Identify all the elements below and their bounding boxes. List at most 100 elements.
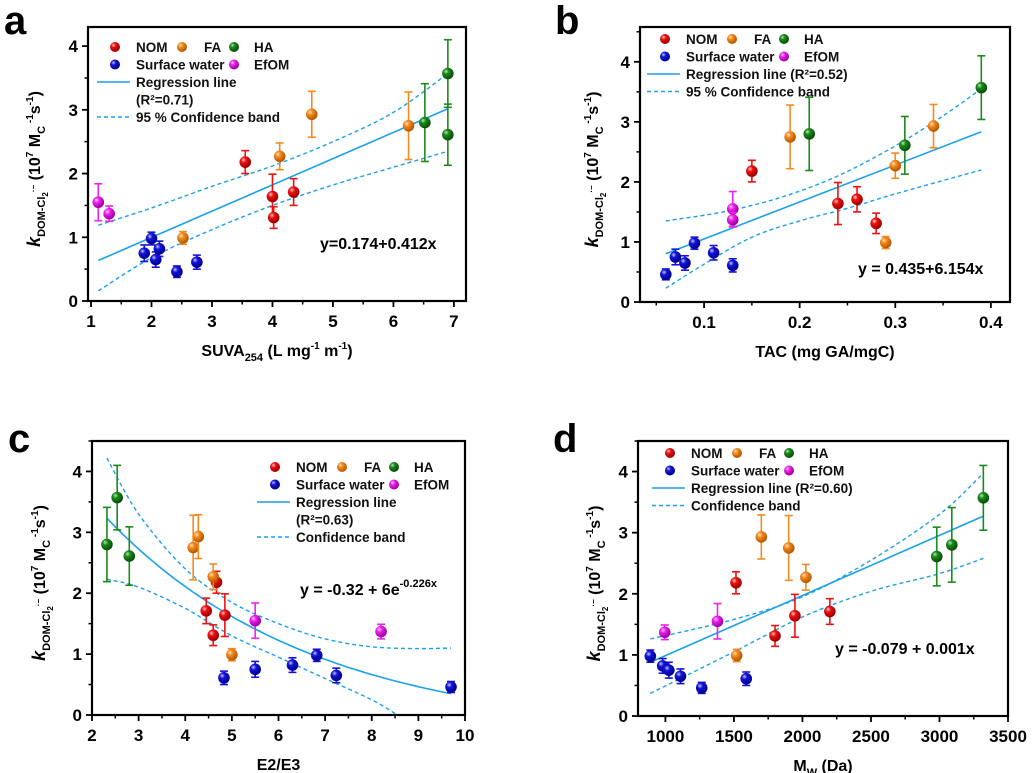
marker [191, 256, 203, 268]
x-axis-title: MW (Da) [793, 758, 852, 773]
x-axis-title: SUVA254 (L mg-1 m-1) [201, 341, 352, 364]
data-point [889, 152, 902, 180]
data-point [273, 142, 286, 171]
legend-label: FA [204, 40, 222, 55]
marker [740, 672, 753, 685]
marker [707, 246, 720, 259]
legend-marker-fa [337, 462, 347, 472]
legend-label: Surface water [691, 464, 780, 479]
marker [92, 196, 105, 209]
regression-line [650, 515, 984, 663]
confidence-band-upper [665, 88, 982, 222]
series-surface-water [660, 236, 739, 281]
legend-regression-label: Regression line [296, 495, 397, 510]
marker [679, 257, 691, 269]
legend-label: EfOM [804, 50, 839, 65]
marker [669, 251, 682, 263]
x-tick-label: 0.1 [692, 313, 716, 332]
marker [207, 570, 220, 583]
marker [145, 232, 158, 245]
marker [310, 649, 323, 662]
marker [695, 682, 708, 694]
y-tick-label: 3 [73, 523, 82, 542]
x-tick-label: 6 [389, 312, 398, 331]
marker [784, 131, 796, 143]
marker [103, 207, 115, 220]
x-tick-label: 5 [227, 726, 236, 745]
data-point [111, 464, 123, 531]
data-point [824, 597, 836, 626]
data-point [784, 104, 796, 170]
data-point [644, 649, 657, 664]
series-fa [730, 514, 812, 663]
data-point [219, 593, 231, 638]
series-ha [101, 464, 136, 587]
marker [726, 259, 739, 272]
legend-marker-nom [110, 42, 120, 52]
marker [832, 197, 844, 210]
x-tick-label: 3 [207, 312, 216, 331]
marker [975, 81, 988, 94]
data-point [730, 570, 742, 595]
marker [889, 159, 902, 172]
panel-letter: a [4, 0, 27, 43]
series-ha [803, 55, 988, 175]
x-tick-label: 0.3 [883, 313, 907, 332]
y-tick-label: 2 [69, 165, 78, 184]
marker [101, 538, 113, 551]
confidence-band-upper [106, 457, 452, 650]
data-point [402, 91, 415, 161]
data-point [249, 602, 261, 640]
legend-label: EfOM [414, 478, 449, 493]
legend-regression-label: Regression line (R²=0.60) [691, 481, 853, 496]
legend-label: EfOM [809, 464, 844, 479]
plot-frame [638, 25, 1012, 304]
legend-label: FA [364, 460, 382, 475]
marker [267, 211, 280, 224]
series-ha [419, 38, 454, 167]
marker [824, 605, 836, 618]
series-efom [726, 190, 739, 228]
x-tick-label: 7 [449, 312, 458, 331]
marker [746, 165, 758, 177]
data-point [145, 231, 158, 246]
data-point [207, 563, 220, 591]
data-point [707, 244, 720, 261]
marker [123, 550, 136, 562]
data-point [287, 177, 300, 207]
data-point [92, 182, 105, 222]
fit-equation: y = -0.32 + 6e-0.226x [300, 578, 438, 599]
confidence-band-lower [665, 169, 982, 289]
legend-band-label: 95 % Confidence band [686, 85, 830, 100]
data-point [419, 82, 431, 163]
x-tick-label: 2 [87, 726, 96, 745]
data-point [375, 623, 387, 640]
data-point [442, 103, 454, 167]
legend-marker-surface-water [660, 51, 670, 62]
series-fa [187, 513, 238, 662]
data-point [930, 526, 943, 587]
legend-marker-surface-water [665, 465, 675, 476]
legend-marker-fa [727, 34, 737, 44]
x-tick-label: 0.4 [979, 313, 1003, 332]
y-tick-label: 2 [619, 585, 628, 604]
data-point [832, 181, 844, 226]
data-point [101, 506, 113, 583]
marker [305, 108, 318, 121]
marker [153, 242, 166, 255]
marker [287, 186, 300, 198]
legend-marker-fa [177, 42, 187, 52]
x-axis-title: TAC (mg GA/mgC) [755, 344, 894, 361]
marker [192, 530, 205, 543]
legend-label: HA [414, 460, 434, 475]
data-point [803, 96, 816, 172]
fit-equation: y = -0.079 + 0.001x [835, 641, 975, 658]
data-point [239, 149, 252, 175]
y-tick-label: 3 [69, 101, 78, 120]
data-point [899, 115, 911, 175]
marker [803, 128, 816, 140]
marker [782, 542, 795, 554]
marker [730, 576, 742, 589]
marker [187, 541, 199, 554]
